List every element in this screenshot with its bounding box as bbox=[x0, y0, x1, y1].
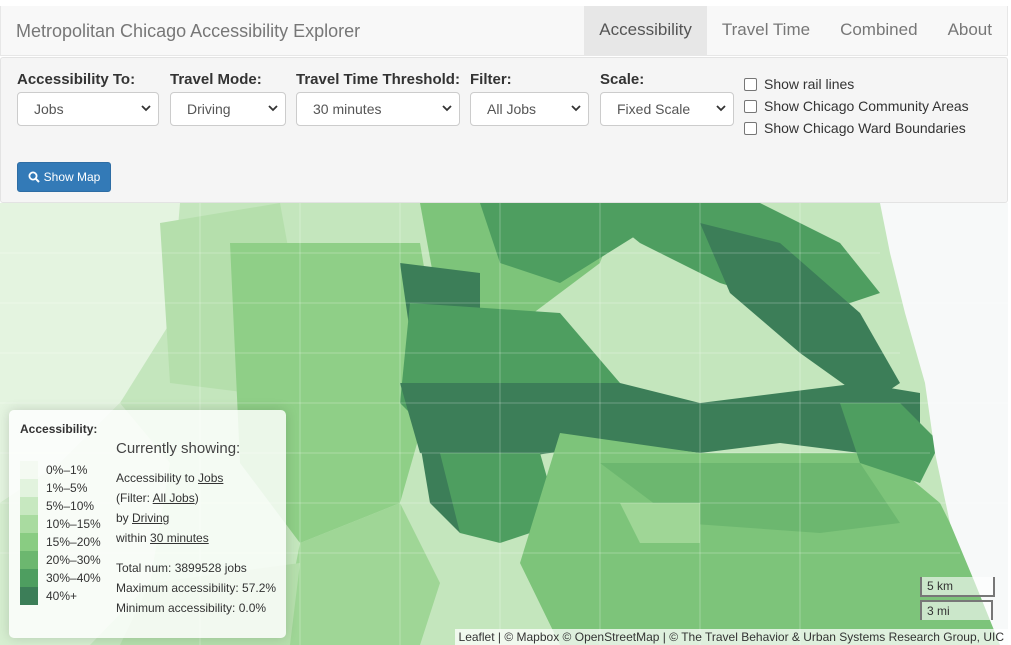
overlay-options: Show rail lines Show Chicago Community A… bbox=[744, 73, 969, 139]
filter-select[interactable]: All Jobs bbox=[470, 92, 589, 126]
legend-class-label: 15%–20% bbox=[46, 535, 101, 549]
filter-label: Filter: bbox=[470, 71, 512, 88]
currently-showing-heading: Currently showing: bbox=[116, 440, 241, 457]
travel-mode-select[interactable]: Driving bbox=[170, 92, 286, 126]
driving-link[interactable]: Driving bbox=[132, 511, 170, 525]
min-accessibility: Minimum accessibility: 0.0% bbox=[116, 601, 267, 615]
navbar: Metropolitan Chicago Accessibility Explo… bbox=[0, 6, 1008, 56]
30-minutes-link[interactable]: 30 minutes bbox=[150, 531, 209, 545]
total-num: Total num: 3899528 jobs bbox=[116, 561, 247, 575]
show-ward-boundaries-label: Show Chicago Ward Boundaries bbox=[764, 120, 966, 136]
line-prefix: Accessibility to bbox=[116, 471, 199, 485]
threshold-select[interactable]: 30 minutes bbox=[296, 92, 460, 126]
accessibility-to-line: Accessibility to Jobs bbox=[116, 471, 223, 485]
line-prefix: by bbox=[116, 511, 133, 525]
map-attribution: Leaflet | © Mapbox © OpenStreetMap | © T… bbox=[454, 629, 1008, 645]
show-rail-lines-label: Show rail lines bbox=[764, 76, 855, 92]
filter-control: Filter: All Jobs bbox=[470, 71, 589, 126]
legend-class-label: 1%–5% bbox=[46, 481, 88, 495]
legend-title: Accessibility: bbox=[20, 422, 98, 436]
chevron-down-icon bbox=[716, 105, 726, 112]
line-prefix: within bbox=[116, 531, 151, 545]
scale-control: Scale: Fixed Scale bbox=[600, 71, 734, 126]
accessibility-to-select[interactable]: Jobs bbox=[17, 92, 159, 126]
filter-value: All Jobs bbox=[487, 101, 537, 117]
mode-line: by Driving bbox=[116, 511, 169, 525]
travel-mode-control: Travel Mode: Driving bbox=[170, 71, 286, 126]
attribution-sep: | © bbox=[494, 630, 517, 644]
threshold-label: Travel Time Threshold: bbox=[296, 71, 460, 88]
mapbox-link[interactable]: Mapbox bbox=[516, 630, 560, 644]
scale-bar-metric: 5 km bbox=[920, 577, 995, 597]
travel-mode-label: Travel Mode: bbox=[170, 71, 262, 88]
legend-swatch bbox=[20, 497, 38, 515]
scale-value: Fixed Scale bbox=[617, 101, 691, 117]
show-ward-boundaries-checkbox[interactable]: Show Chicago Ward Boundaries bbox=[744, 117, 969, 139]
chevron-down-icon bbox=[141, 105, 151, 112]
travel-mode-value: Driving bbox=[187, 101, 231, 117]
legend-swatch bbox=[20, 515, 38, 533]
main-nav: Accessibility Travel Time Combined About bbox=[584, 6, 1007, 56]
all-jobs-link[interactable]: All Jobs bbox=[152, 491, 195, 505]
osm-link[interactable]: OpenStreetMap bbox=[574, 630, 660, 644]
leaflet-link[interactable]: Leaflet bbox=[458, 630, 495, 644]
control-panel: Accessibility To: Jobs Travel Mode: Driv… bbox=[0, 57, 1008, 203]
legend-swatch bbox=[20, 479, 38, 497]
tab-accessibility[interactable]: Accessibility bbox=[584, 6, 707, 56]
max-accessibility: Maximum accessibility: 57.2% bbox=[116, 581, 277, 595]
filter-line: (Filter: All Jobs) bbox=[116, 491, 199, 505]
accessibility-to-value: Jobs bbox=[34, 101, 64, 117]
tab-about[interactable]: About bbox=[947, 20, 992, 39]
checkbox-box[interactable] bbox=[744, 77, 757, 91]
map-legend: Accessibility: 0%–1% 1%–5% 5%–10% 10%–15… bbox=[9, 410, 286, 638]
line-suffix: ) bbox=[194, 491, 199, 505]
chevron-down-icon bbox=[571, 105, 581, 112]
legend-class-label: 20%–30% bbox=[46, 553, 101, 567]
legend-class-label: 5%–10% bbox=[46, 499, 95, 513]
scale-select[interactable]: Fixed Scale bbox=[600, 92, 734, 126]
attribution-sep: © bbox=[559, 630, 575, 644]
chevron-down-icon bbox=[268, 105, 278, 112]
legend-swatch bbox=[20, 533, 38, 551]
checkbox-box[interactable] bbox=[744, 99, 757, 113]
show-map-label: Show Map bbox=[43, 170, 101, 184]
threshold-control: Travel Time Threshold: 30 minutes bbox=[296, 71, 460, 126]
tab-combined[interactable]: Combined bbox=[840, 20, 918, 39]
search-icon bbox=[28, 171, 40, 183]
show-community-areas-checkbox[interactable]: Show Chicago Community Areas bbox=[744, 95, 969, 117]
accessibility-to-control: Accessibility To: Jobs bbox=[17, 71, 159, 126]
legend-swatch bbox=[20, 551, 38, 569]
legend-swatch bbox=[20, 587, 38, 605]
page-edge bbox=[1008, 0, 1011, 645]
show-rail-lines-checkbox[interactable]: Show rail lines bbox=[744, 73, 969, 95]
legend-class-label: 30%–40% bbox=[46, 571, 101, 585]
show-community-areas-label: Show Chicago Community Areas bbox=[764, 98, 969, 114]
jobs-link[interactable]: Jobs bbox=[198, 471, 224, 485]
scale-label: Scale: bbox=[600, 71, 645, 88]
threshold-line: within 30 minutes bbox=[116, 531, 209, 545]
checkbox-box[interactable] bbox=[744, 121, 757, 135]
accessibility-to-label: Accessibility To: bbox=[17, 71, 136, 88]
scale-bar-imperial: 3 mi bbox=[920, 600, 993, 620]
legend-swatch bbox=[20, 569, 38, 587]
threshold-value: 30 minutes bbox=[313, 101, 382, 117]
attribution-credit: | © The Travel Behavior & Urban Systems … bbox=[659, 630, 1004, 644]
legend-class-label: 10%–15% bbox=[46, 517, 101, 531]
legend-class-label: 40%+ bbox=[46, 589, 78, 603]
show-map-button[interactable]: Show Map bbox=[17, 162, 111, 192]
legend-class-label: 0%–1% bbox=[46, 463, 88, 477]
chevron-down-icon bbox=[442, 105, 452, 112]
app-title[interactable]: Metropolitan Chicago Accessibility Explo… bbox=[16, 21, 361, 41]
line-prefix: (Filter: bbox=[116, 491, 153, 505]
legend-swatch bbox=[20, 461, 38, 479]
tab-travel-time[interactable]: Travel Time bbox=[721, 20, 811, 39]
